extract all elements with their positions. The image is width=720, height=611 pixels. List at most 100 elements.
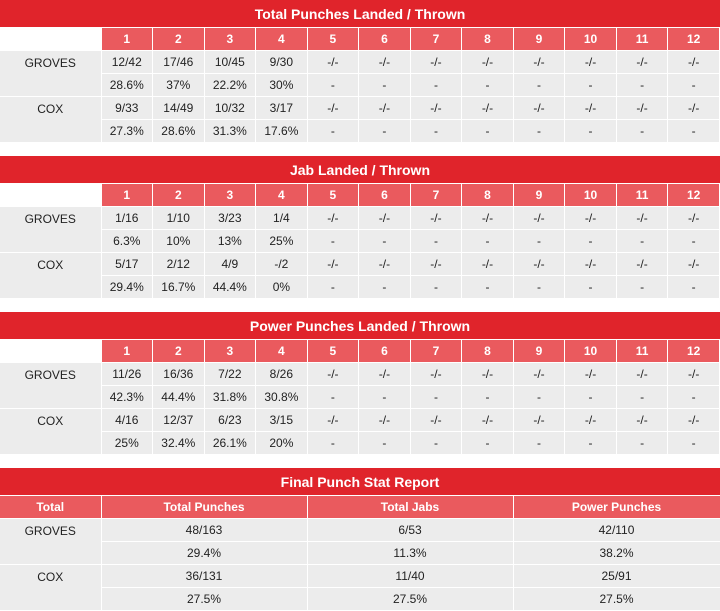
stats-table: 1 2 3 4 5 6 7 8 9 10 11 12 GROVES 12/42 17/46 10/45 9/30… [0, 28, 720, 143]
landed-thrown-cell: 11/26 [101, 362, 154, 386]
percentage-cell: - [358, 385, 411, 409]
landed-thrown-cell: 3/23 [204, 206, 257, 230]
summary-pct-cell: 38.2% [513, 541, 720, 565]
landed-thrown-cell: 12/37 [152, 408, 205, 432]
landed-thrown-cell: -/- [410, 252, 463, 276]
summary-header: Total Jabs [307, 496, 514, 519]
stats-table: 1 2 3 4 5 6 7 8 9 10 11 12 GROVES 11/26 16/36 7/22 8/26-… [0, 340, 720, 455]
landed-thrown-cell: -/- [358, 96, 411, 120]
percentage-cell: 30% [255, 73, 308, 97]
round-header: 7 [410, 340, 463, 363]
percentage-cell: - [410, 275, 463, 299]
landed-thrown-cell: 3/15 [255, 408, 308, 432]
landed-thrown-cell: 10/32 [204, 96, 257, 120]
landed-thrown-cell: 2/12 [152, 252, 205, 276]
percentage-cell: 6.3% [101, 229, 154, 253]
fighter-pct-row: 25% 32.4% 26.1% 20% - - - - - - - - [0, 431, 720, 455]
round-header: 2 [152, 184, 205, 207]
landed-thrown-cell: -/- [307, 252, 360, 276]
summary-total-cell: 36/131 [101, 564, 308, 588]
percentage-cell: - [564, 119, 617, 143]
percentage-cell: - [513, 229, 566, 253]
round-header: 9 [513, 28, 566, 51]
landed-thrown-cell: -/- [410, 408, 463, 432]
percentage-cell: - [358, 73, 411, 97]
percentage-cell: 31.8% [204, 385, 257, 409]
landed-thrown-cell: 10/45 [204, 50, 257, 74]
landed-thrown-cell: -/- [564, 362, 617, 386]
round-header: 9 [513, 340, 566, 363]
percentage-cell: 25% [255, 229, 308, 253]
percentage-cell: - [410, 229, 463, 253]
landed-thrown-cell: -/- [616, 96, 669, 120]
percentage-cell: - [667, 119, 720, 143]
percentage-cell: 28.6% [101, 73, 154, 97]
summary-pct-row: 29.4% 11.3% 38.2% [0, 541, 720, 565]
landed-thrown-cell: 16/36 [152, 362, 205, 386]
landed-thrown-cell: -/- [616, 362, 669, 386]
landed-thrown-cell: -/- [461, 206, 514, 230]
jab-section: Jab Landed / Thrown 1 2 3 4 5 6 7 8 9 10 11 12 GROVES… [0, 156, 720, 299]
summary-total-cell: 25/91 [513, 564, 720, 588]
summary-pct-row: 27.5% 27.5% 27.5% [0, 587, 720, 611]
fighter-landed-row: COX 4/16 12/37 6/23 3/15 -/- -/- -/- -/- -/- -/- -/… [0, 408, 720, 455]
percentage-cell: - [461, 73, 514, 97]
percentage-cell: - [564, 229, 617, 253]
summary-total-cell: 48/163 [101, 518, 308, 542]
percentage-cell: - [616, 119, 669, 143]
percentage-cell: 29.4% [101, 275, 154, 299]
summary-pct-cell: 29.4% [101, 541, 308, 565]
summary-table: Total Total Punches Total Jabs Power Punche… [0, 496, 720, 611]
landed-thrown-cell: -/- [667, 252, 720, 276]
percentage-cell: - [358, 431, 411, 455]
percentage-cell: - [461, 385, 514, 409]
total-punches-section: Total Punches Landed / Thrown 1 2 3 4 5 6 7 8 9 10… [0, 0, 720, 143]
summary-total-cell: 6/53 [307, 518, 514, 542]
landed-thrown-cell: -/- [358, 206, 411, 230]
summary-total-cell: 11/40 [307, 564, 514, 588]
percentage-cell: - [616, 73, 669, 97]
summary-header: Power Punches [513, 496, 720, 519]
round-header: 3 [204, 28, 257, 51]
landed-thrown-cell: -/- [307, 362, 360, 386]
round-header: 8 [461, 28, 514, 51]
percentage-cell: - [358, 275, 411, 299]
landed-thrown-cell: -/- [358, 408, 411, 432]
percentage-cell: - [616, 275, 669, 299]
percentage-cell: - [564, 73, 617, 97]
fighter-name: GROVES [0, 518, 102, 565]
percentage-cell: - [307, 385, 360, 409]
final-report-section: Final Punch Stat Report Total Total Punche… [0, 468, 720, 611]
round-header: 10 [564, 28, 617, 51]
landed-thrown-cell: -/- [410, 206, 463, 230]
summary-header: Total Punches [101, 496, 308, 519]
round-header: 3 [204, 184, 257, 207]
landed-thrown-cell: 12/42 [101, 50, 154, 74]
landed-thrown-cell: 1/16 [101, 206, 154, 230]
percentage-cell: 16.7% [152, 275, 205, 299]
round-header: 12 [667, 340, 720, 363]
percentage-cell: - [513, 275, 566, 299]
round-header-row: 1 2 3 4 5 6 7 8 9 10 11 12 [0, 28, 720, 51]
landed-thrown-cell: 4/16 [101, 408, 154, 432]
summary-pct-cell: 11.3% [307, 541, 514, 565]
landed-thrown-cell: 14/49 [152, 96, 205, 120]
summary-totals-row: GROVES 48/163 6/53 42/110 [0, 518, 720, 565]
landed-thrown-cell: -/- [513, 50, 566, 74]
round-header: 8 [461, 340, 514, 363]
percentage-cell: - [616, 431, 669, 455]
landed-thrown-cell: 1/4 [255, 206, 308, 230]
fighter-name: GROVES [0, 50, 102, 97]
summary-pct-cell: 27.5% [101, 587, 308, 611]
round-header: 5 [307, 340, 360, 363]
percentage-cell: 13% [204, 229, 257, 253]
percentage-cell: 10% [152, 229, 205, 253]
round-header: 2 [152, 340, 205, 363]
landed-thrown-cell: -/- [358, 50, 411, 74]
landed-thrown-cell: 3/17 [255, 96, 308, 120]
percentage-cell: 44.4% [152, 385, 205, 409]
round-header-row: 1 2 3 4 5 6 7 8 9 10 11 12 [0, 184, 720, 207]
landed-thrown-cell: 8/26 [255, 362, 308, 386]
fighter-name: COX [0, 408, 102, 455]
section-title: Jab Landed / Thrown [0, 156, 720, 184]
